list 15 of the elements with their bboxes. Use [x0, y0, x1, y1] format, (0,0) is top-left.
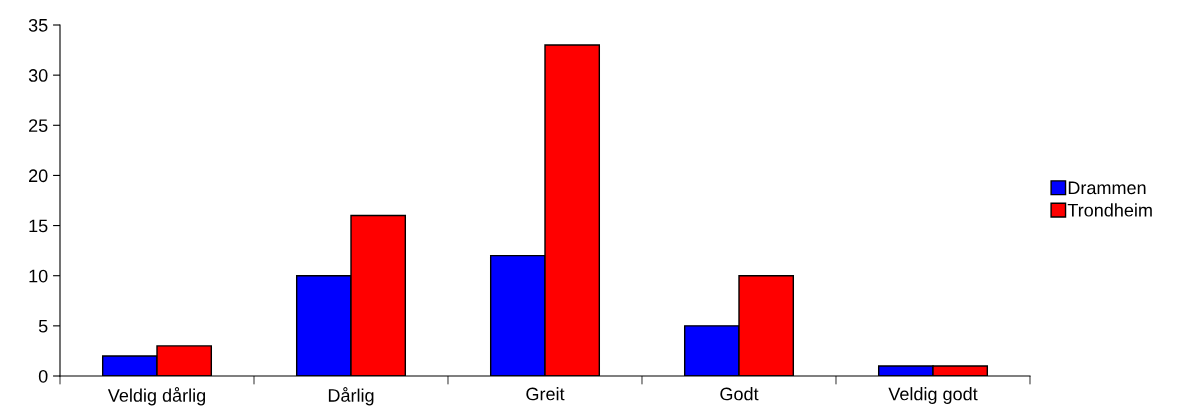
x-tick-label: Godt — [720, 387, 759, 401]
y-tick-label: 10 — [29, 269, 48, 283]
x-tick-label: Greit — [526, 387, 565, 401]
legend-label: Drammen — [1068, 181, 1146, 195]
y-tick-label: 25 — [29, 119, 48, 133]
y-tick-label: 0 — [38, 369, 48, 383]
y-tick-label: 5 — [38, 319, 48, 333]
y-tick-label: 35 — [28, 18, 48, 32]
x-tick-label: Veldig dårlig — [107, 387, 206, 406]
x-tick-label: Veldig godt — [888, 387, 978, 404]
y-tick-label: 30 — [28, 69, 48, 82]
y-tick-label: 15 — [29, 219, 48, 233]
y-tick-label: 20 — [29, 169, 48, 183]
x-tick-label: Dårlig — [328, 387, 374, 406]
legend-label: Trondheim — [1067, 203, 1152, 217]
